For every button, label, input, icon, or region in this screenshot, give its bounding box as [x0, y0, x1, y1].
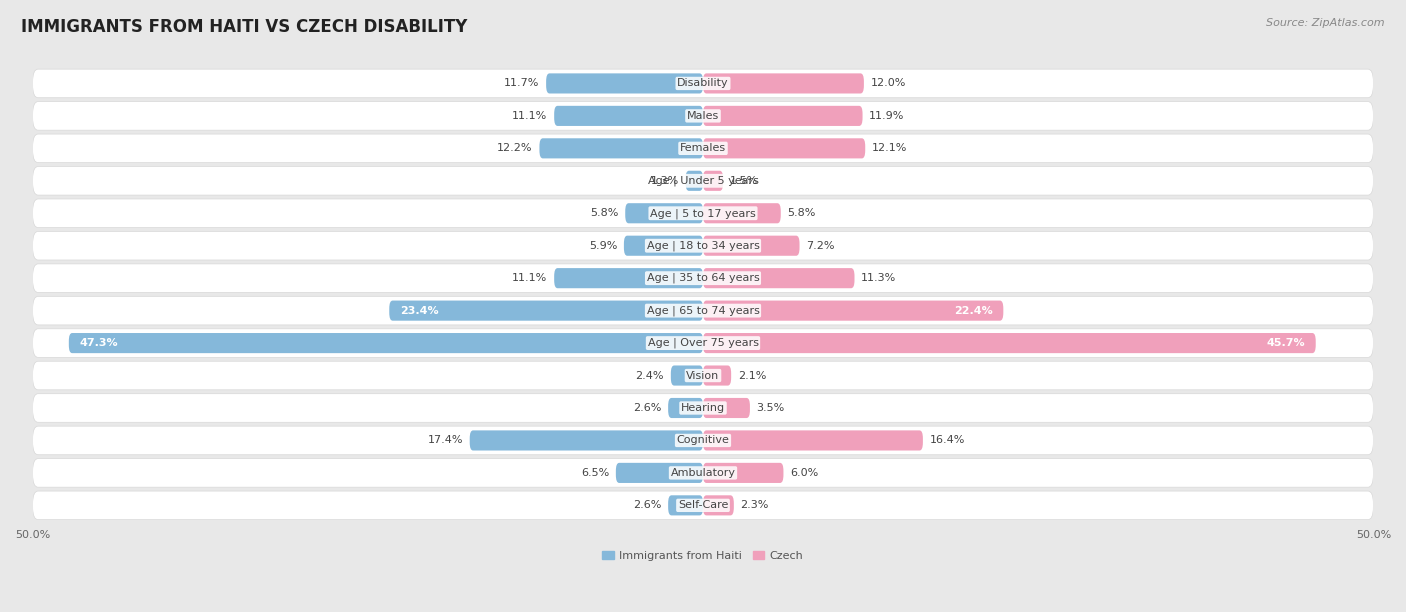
Text: 11.1%: 11.1% — [512, 273, 547, 283]
Text: 22.4%: 22.4% — [953, 305, 993, 316]
Text: 11.1%: 11.1% — [512, 111, 547, 121]
FancyBboxPatch shape — [470, 430, 703, 450]
Text: 1.5%: 1.5% — [730, 176, 758, 186]
FancyBboxPatch shape — [554, 268, 703, 288]
FancyBboxPatch shape — [32, 102, 1374, 130]
FancyBboxPatch shape — [32, 426, 1374, 455]
Text: 12.0%: 12.0% — [870, 78, 905, 88]
FancyBboxPatch shape — [546, 73, 703, 94]
Text: 2.1%: 2.1% — [738, 370, 766, 381]
FancyBboxPatch shape — [703, 300, 1004, 321]
FancyBboxPatch shape — [32, 491, 1374, 520]
FancyBboxPatch shape — [32, 458, 1374, 487]
Text: 6.5%: 6.5% — [581, 468, 609, 478]
Text: 11.3%: 11.3% — [862, 273, 897, 283]
FancyBboxPatch shape — [32, 361, 1374, 390]
Text: 47.3%: 47.3% — [80, 338, 118, 348]
Text: 45.7%: 45.7% — [1267, 338, 1305, 348]
Text: Females: Females — [681, 143, 725, 154]
Text: 16.4%: 16.4% — [929, 436, 965, 446]
Text: 12.2%: 12.2% — [498, 143, 533, 154]
FancyBboxPatch shape — [540, 138, 703, 159]
Text: Age | Under 5 years: Age | Under 5 years — [648, 176, 758, 186]
Legend: Immigrants from Haiti, Czech: Immigrants from Haiti, Czech — [598, 547, 808, 565]
FancyBboxPatch shape — [703, 73, 863, 94]
Text: Age | 65 to 74 years: Age | 65 to 74 years — [647, 305, 759, 316]
FancyBboxPatch shape — [703, 106, 862, 126]
FancyBboxPatch shape — [32, 231, 1374, 260]
FancyBboxPatch shape — [32, 329, 1374, 357]
Text: 6.0%: 6.0% — [790, 468, 818, 478]
Text: 2.6%: 2.6% — [633, 403, 661, 413]
FancyBboxPatch shape — [703, 203, 780, 223]
Text: Vision: Vision — [686, 370, 720, 381]
FancyBboxPatch shape — [389, 300, 703, 321]
FancyBboxPatch shape — [32, 69, 1374, 98]
FancyBboxPatch shape — [32, 134, 1374, 163]
Text: 2.6%: 2.6% — [633, 501, 661, 510]
FancyBboxPatch shape — [703, 333, 1316, 353]
Text: 11.9%: 11.9% — [869, 111, 904, 121]
Text: Age | Over 75 years: Age | Over 75 years — [648, 338, 758, 348]
FancyBboxPatch shape — [703, 268, 855, 288]
Text: 17.4%: 17.4% — [427, 436, 463, 446]
FancyBboxPatch shape — [32, 296, 1374, 325]
Text: Age | 35 to 64 years: Age | 35 to 64 years — [647, 273, 759, 283]
FancyBboxPatch shape — [32, 394, 1374, 422]
FancyBboxPatch shape — [32, 166, 1374, 195]
Text: Age | 5 to 17 years: Age | 5 to 17 years — [650, 208, 756, 218]
FancyBboxPatch shape — [703, 495, 734, 515]
Text: 5.8%: 5.8% — [787, 208, 815, 218]
Text: Males: Males — [688, 111, 718, 121]
FancyBboxPatch shape — [703, 430, 922, 450]
FancyBboxPatch shape — [626, 203, 703, 223]
Text: 11.7%: 11.7% — [505, 78, 540, 88]
FancyBboxPatch shape — [32, 264, 1374, 293]
FancyBboxPatch shape — [686, 171, 703, 191]
Text: Hearing: Hearing — [681, 403, 725, 413]
Text: 5.8%: 5.8% — [591, 208, 619, 218]
FancyBboxPatch shape — [671, 365, 703, 386]
Text: Ambulatory: Ambulatory — [671, 468, 735, 478]
FancyBboxPatch shape — [624, 236, 703, 256]
Text: 2.4%: 2.4% — [636, 370, 664, 381]
Text: 3.5%: 3.5% — [756, 403, 785, 413]
Text: 1.3%: 1.3% — [651, 176, 679, 186]
Text: 5.9%: 5.9% — [589, 241, 617, 251]
Text: Age | 18 to 34 years: Age | 18 to 34 years — [647, 241, 759, 251]
FancyBboxPatch shape — [69, 333, 703, 353]
FancyBboxPatch shape — [703, 236, 800, 256]
FancyBboxPatch shape — [703, 398, 749, 418]
FancyBboxPatch shape — [668, 495, 703, 515]
FancyBboxPatch shape — [668, 398, 703, 418]
Text: Self-Care: Self-Care — [678, 501, 728, 510]
FancyBboxPatch shape — [32, 199, 1374, 228]
FancyBboxPatch shape — [703, 463, 783, 483]
Text: 7.2%: 7.2% — [806, 241, 835, 251]
FancyBboxPatch shape — [703, 171, 723, 191]
Text: 23.4%: 23.4% — [399, 305, 439, 316]
Text: 2.3%: 2.3% — [741, 501, 769, 510]
Text: IMMIGRANTS FROM HAITI VS CZECH DISABILITY: IMMIGRANTS FROM HAITI VS CZECH DISABILIT… — [21, 18, 467, 36]
FancyBboxPatch shape — [554, 106, 703, 126]
Text: Disability: Disability — [678, 78, 728, 88]
FancyBboxPatch shape — [616, 463, 703, 483]
FancyBboxPatch shape — [703, 365, 731, 386]
Text: Source: ZipAtlas.com: Source: ZipAtlas.com — [1267, 18, 1385, 28]
Text: Cognitive: Cognitive — [676, 436, 730, 446]
FancyBboxPatch shape — [703, 138, 865, 159]
Text: 12.1%: 12.1% — [872, 143, 907, 154]
